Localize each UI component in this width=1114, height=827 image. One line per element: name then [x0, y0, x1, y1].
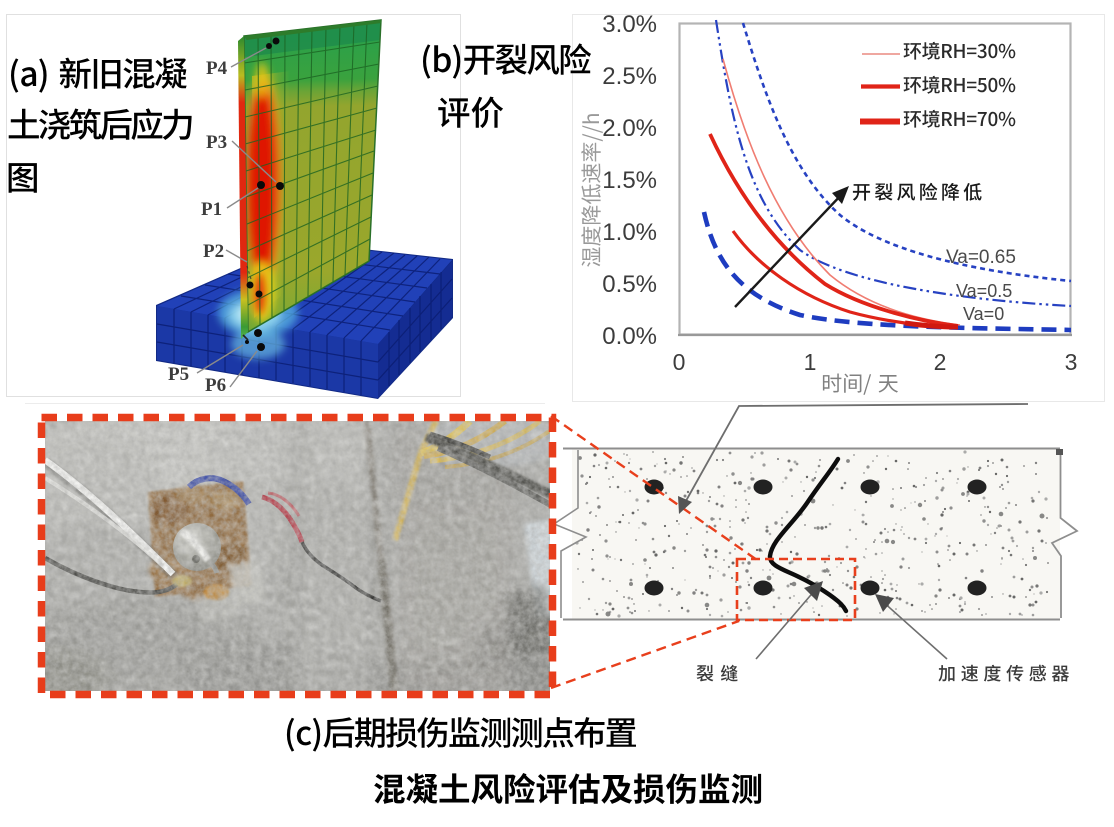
svg-text:P4: P4 — [206, 58, 228, 79]
svg-text:Va=0.65: Va=0.65 — [946, 247, 1016, 268]
svg-text:3: 3 — [1065, 349, 1078, 375]
svg-text:0.0%: 0.0% — [602, 323, 657, 350]
svg-text:1: 1 — [804, 349, 817, 375]
svg-text:2: 2 — [934, 349, 947, 375]
svg-text:Va=0: Va=0 — [963, 304, 1004, 324]
svg-text:0.5%: 0.5% — [602, 271, 657, 298]
svg-text:0: 0 — [673, 349, 686, 375]
svg-text:P1: P1 — [201, 199, 222, 220]
svg-text:3.0%: 3.0% — [602, 11, 657, 38]
svg-text:2.5%: 2.5% — [602, 63, 657, 90]
svg-text:2.0%: 2.0% — [602, 115, 657, 142]
svg-text:P3: P3 — [206, 132, 227, 153]
svg-text:P5: P5 — [168, 364, 189, 385]
svg-text:1.0%: 1.0% — [602, 219, 657, 246]
svg-text:1.5%: 1.5% — [602, 167, 657, 194]
svg-text:P6: P6 — [205, 375, 226, 396]
svg-text:Va=0.5: Va=0.5 — [956, 281, 1012, 301]
svg-text:P2: P2 — [203, 241, 224, 262]
